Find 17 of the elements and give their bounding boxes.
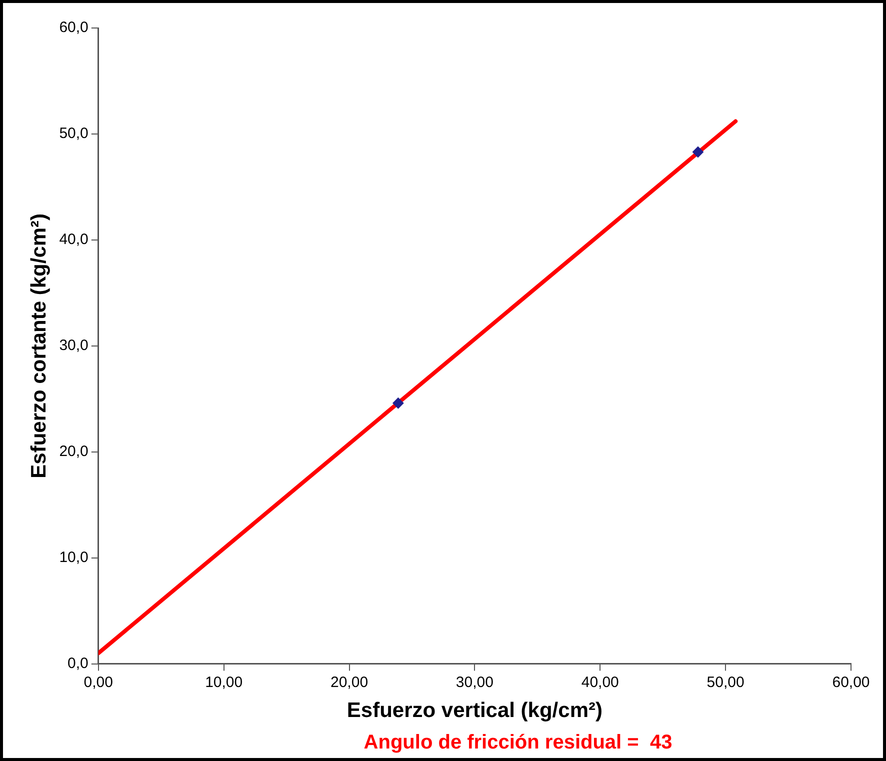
y-tick-label: 60,0 bbox=[59, 19, 88, 36]
y-tick-label: 10,0 bbox=[59, 548, 88, 566]
x-tick-label: 50,00 bbox=[706, 674, 744, 691]
y-axis-title: Esfuerzo cortante (kg/cm²) bbox=[27, 213, 50, 478]
x-tick-label: 20,00 bbox=[330, 674, 368, 691]
x-axis-title: Esfuerzo vertical (kg/cm²) bbox=[346, 699, 602, 722]
y-tick-label: 20,0 bbox=[59, 443, 88, 460]
y-tick-label: 30,0 bbox=[59, 337, 88, 354]
y-tick-label: 50,0 bbox=[59, 125, 88, 142]
x-tick-label: 60,00 bbox=[832, 674, 870, 691]
y-tick-label: 0,0 bbox=[68, 654, 88, 672]
x-tick-label: 40,00 bbox=[581, 674, 619, 691]
y-tick-label: 40,0 bbox=[59, 231, 88, 248]
x-tick-label: 0,00 bbox=[84, 674, 113, 691]
x-tick-label: 30,00 bbox=[456, 674, 494, 691]
x-tick-label: 10,00 bbox=[205, 674, 243, 691]
text: Angulo de fricción residual = 43 bbox=[364, 732, 672, 754]
